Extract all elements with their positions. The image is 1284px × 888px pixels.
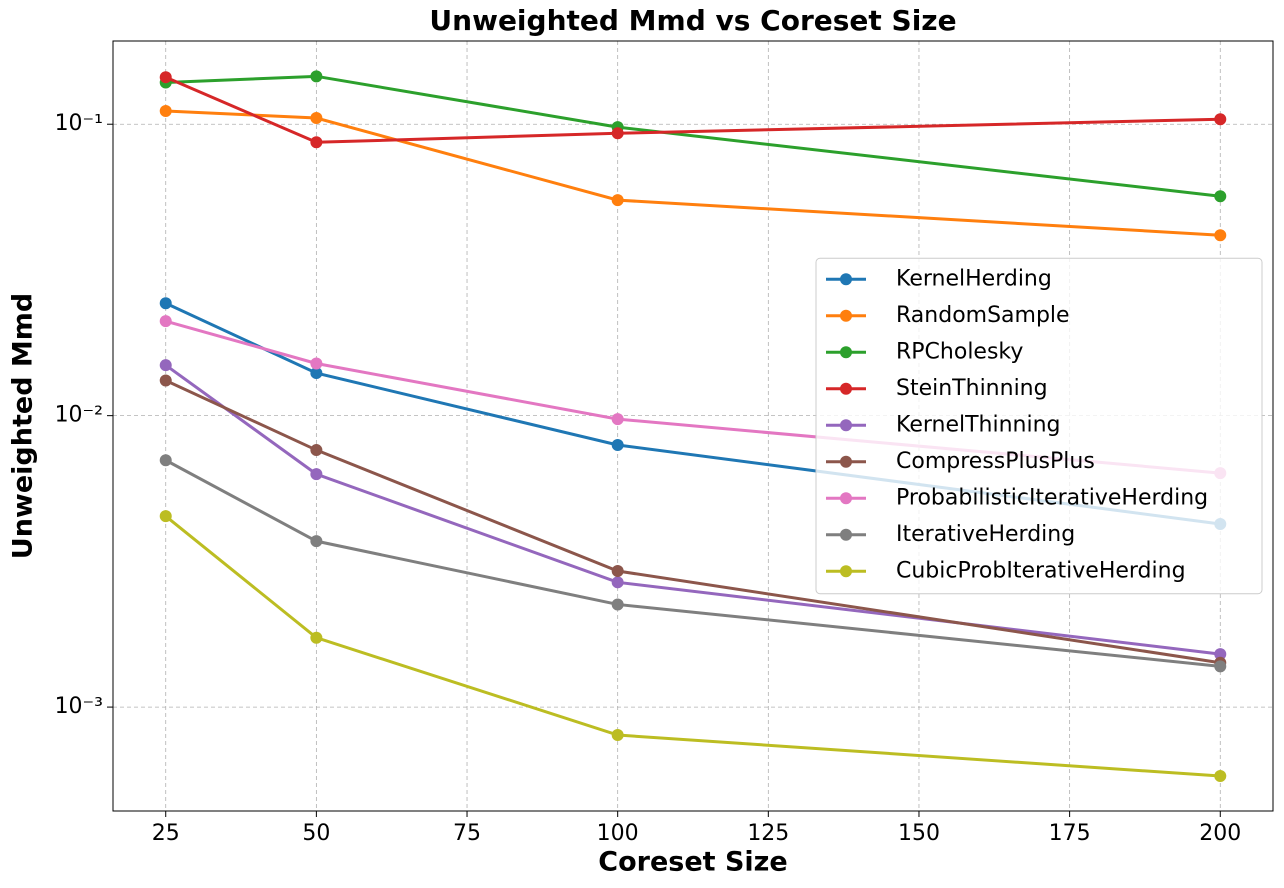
legend-text: CompressPlusPlus [896, 449, 1095, 474]
legend-text: KernelThinning [896, 412, 1061, 437]
marker [310, 367, 323, 380]
legend-marker [840, 528, 852, 541]
marker [159, 359, 172, 372]
y-tick-label: 10⁻³ [55, 694, 103, 719]
marker [159, 105, 172, 118]
marker [1214, 229, 1227, 242]
legend-text: IterativeHerding [896, 522, 1075, 547]
legend-text: RPCholesky [896, 339, 1023, 364]
marker [159, 315, 172, 328]
x-tick-label: 200 [1199, 821, 1241, 846]
legend-marker [840, 382, 852, 395]
series-line [165, 75, 1221, 144]
marker [310, 468, 323, 481]
legend-text: CubicProbIterativeHerding [896, 558, 1186, 583]
marker [310, 444, 323, 457]
x-tick-label: 50 [302, 821, 330, 846]
marker [611, 729, 624, 742]
legend-marker [840, 455, 852, 468]
legend-marker [840, 309, 852, 322]
marker [159, 71, 172, 84]
marker [611, 565, 624, 578]
marker [611, 194, 624, 207]
legend-text: ProbabilisticIterativeHerding [896, 485, 1208, 510]
y-tick-label: 10⁻² [55, 403, 103, 428]
marker [1214, 660, 1227, 673]
x-tick-label: 125 [747, 821, 789, 846]
marker [310, 357, 323, 370]
plot-frame [112, 40, 1274, 812]
marker [611, 127, 624, 140]
marker [611, 598, 624, 611]
x-tick-label: 100 [597, 821, 639, 846]
marker [159, 297, 172, 310]
marker [310, 70, 323, 83]
legend-marker [840, 492, 852, 505]
legend-box [815, 257, 1263, 595]
series-line [165, 109, 1221, 237]
series-line [165, 379, 1221, 665]
y-axis-label: Unweighted Mmd [8, 293, 39, 559]
x-tick-label: 75 [453, 821, 481, 846]
legend-marker [840, 346, 852, 359]
x-tick-label: 175 [1049, 821, 1091, 846]
y-tick-label: 10⁻¹ [55, 111, 103, 136]
legend-text: SteinThinning [896, 376, 1048, 401]
marker [310, 535, 323, 548]
marker [310, 112, 323, 125]
series-line [164, 514, 1221, 778]
legend-marker [840, 419, 852, 432]
marker [1214, 190, 1227, 203]
series-line [165, 74, 1221, 198]
series-line [165, 458, 1221, 668]
marker [611, 576, 624, 589]
marker [159, 454, 172, 467]
marker [159, 510, 172, 523]
marker [310, 631, 323, 644]
chart-title: Unweighted Mmd vs Coreset Size [429, 4, 956, 37]
marker [611, 413, 624, 426]
marker [611, 439, 624, 452]
marker [1214, 113, 1227, 126]
x-axis-label: Coreset Size [598, 847, 787, 878]
x-tick-label: 25 [152, 821, 180, 846]
legend-text: RandomSample [896, 303, 1070, 328]
marker [159, 374, 172, 387]
marker [310, 136, 323, 149]
marker [1214, 770, 1227, 783]
legend-marker [840, 273, 852, 286]
legend-marker [840, 565, 852, 578]
legend-text: KernelHerding [896, 266, 1052, 291]
x-tick-label: 150 [898, 821, 940, 846]
marker [1214, 648, 1227, 661]
